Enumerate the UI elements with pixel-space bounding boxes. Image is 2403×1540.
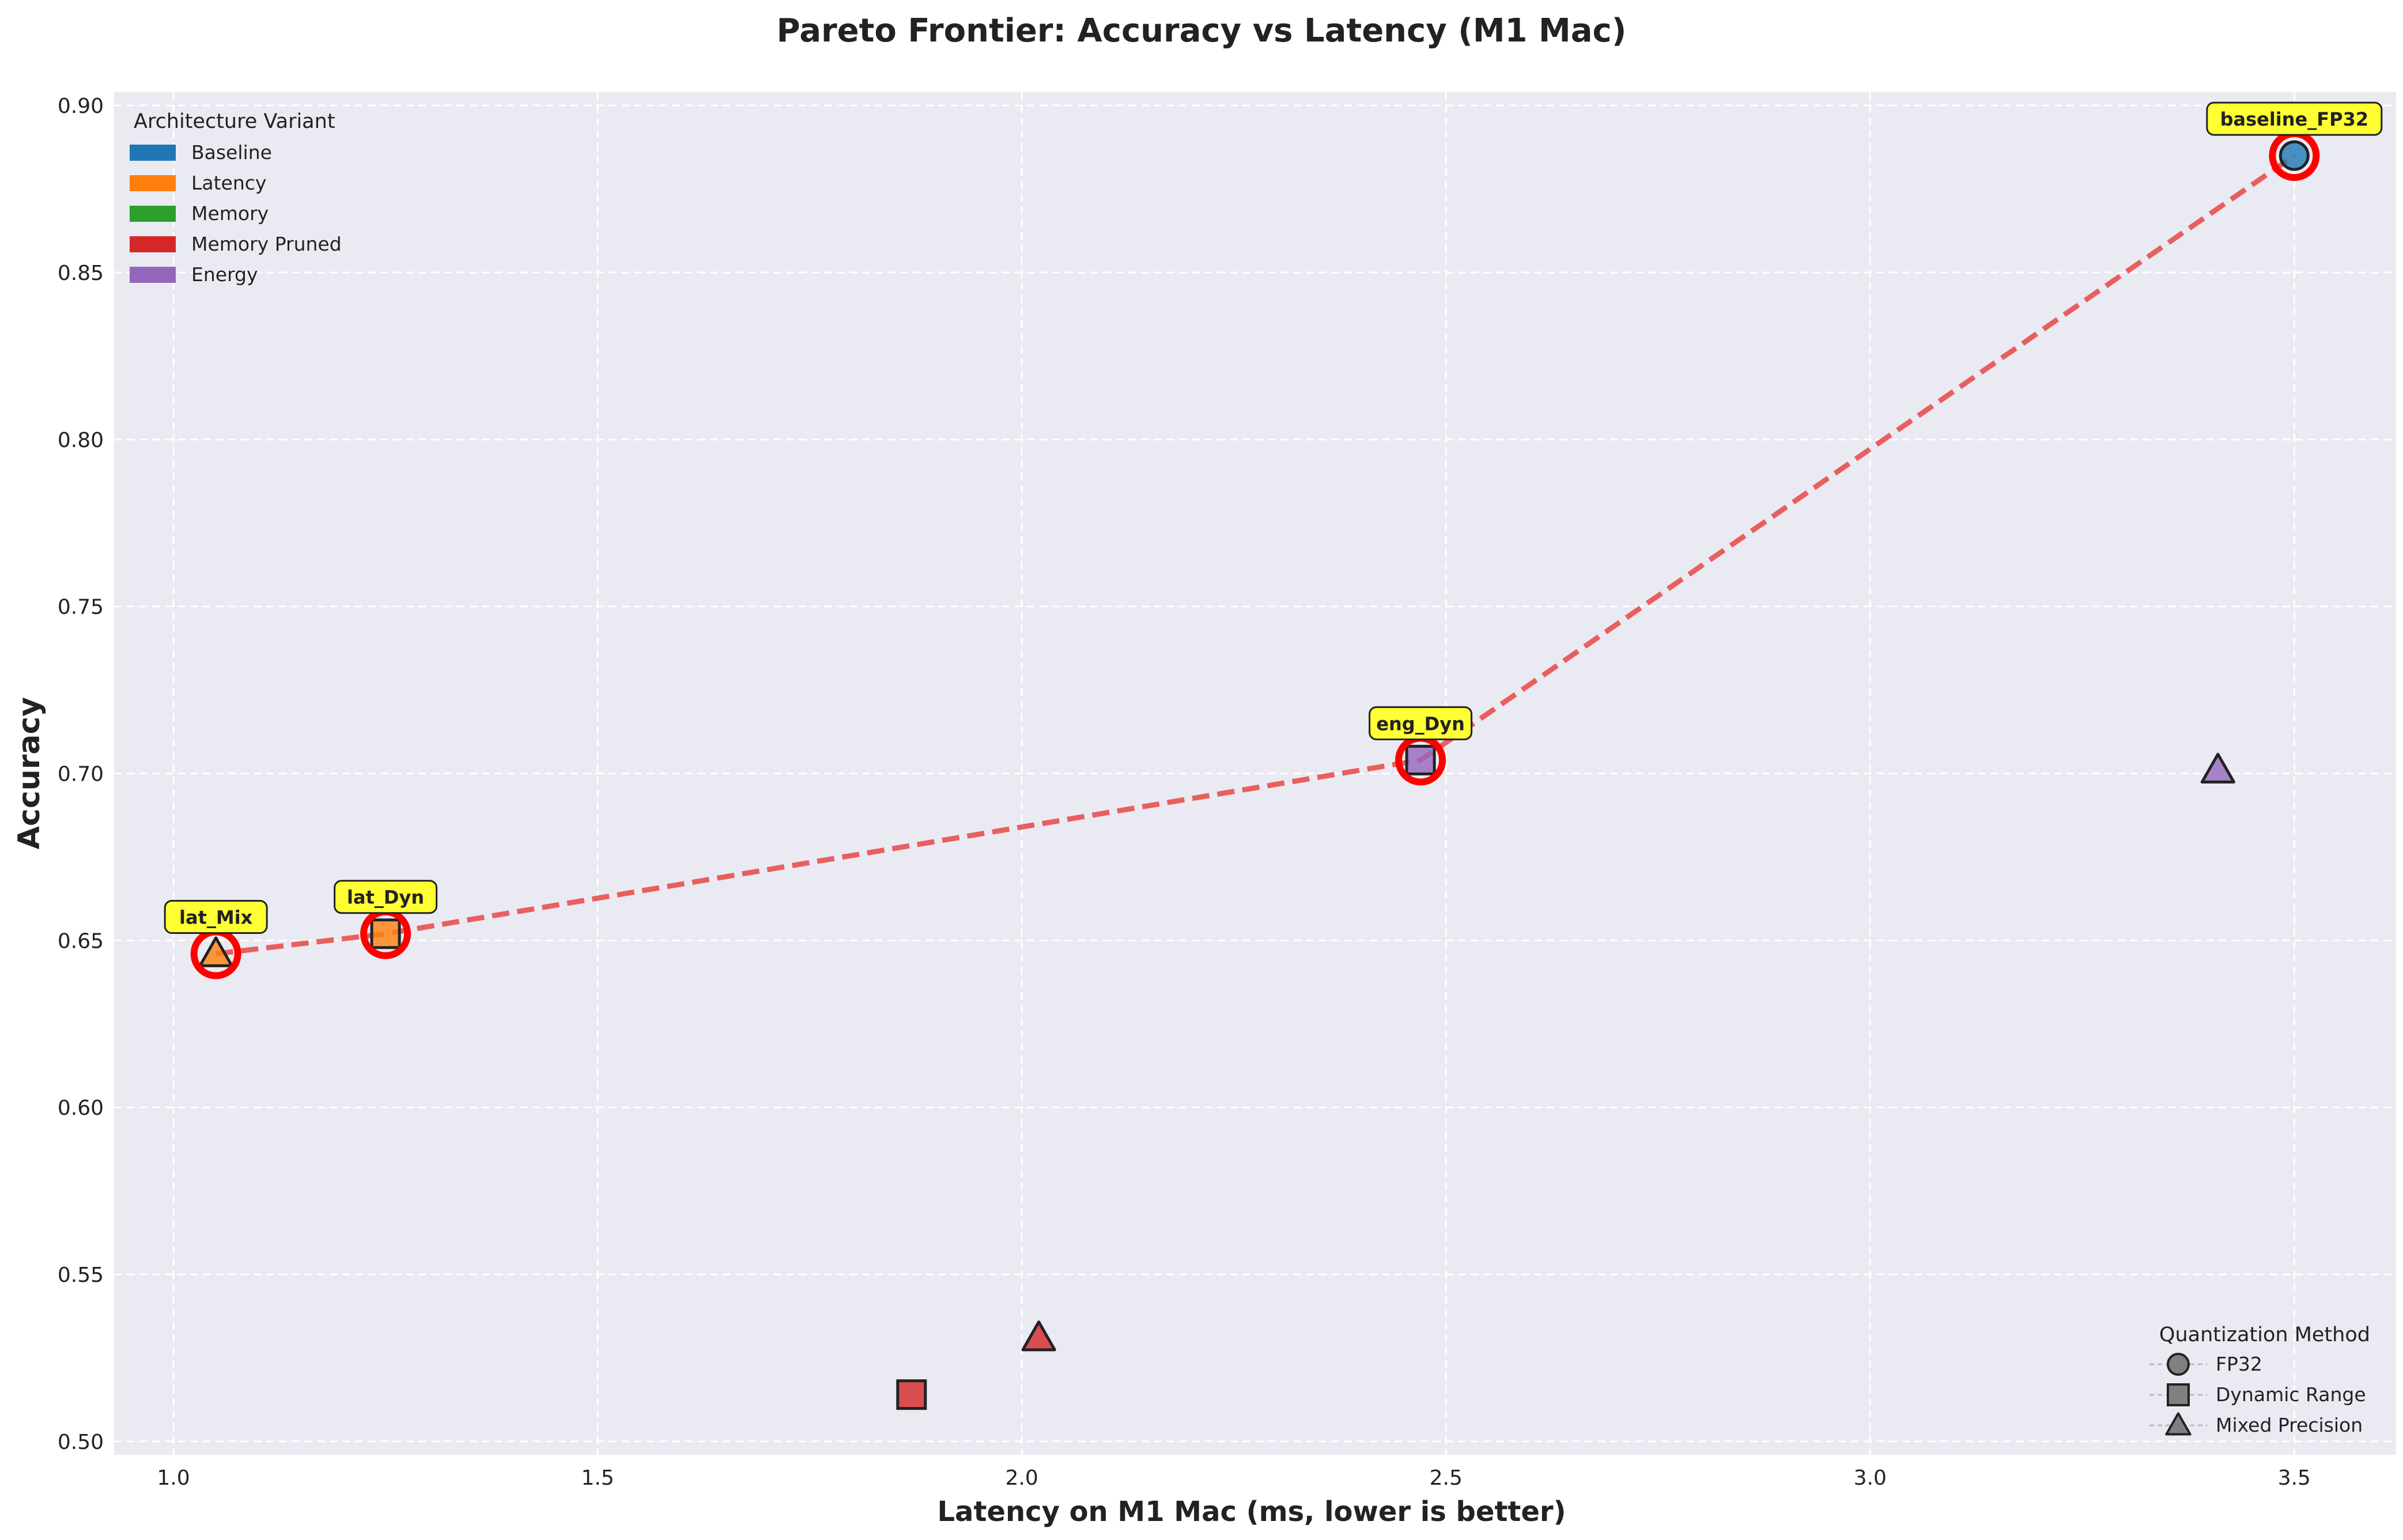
y-tick-label: 0.50 xyxy=(58,1431,104,1454)
legend-variant-title: Architecture Variant xyxy=(134,110,335,133)
y-axis-label: Accuracy xyxy=(12,697,47,849)
x-tick-label: 3.5 xyxy=(2278,1466,2311,1490)
point-label-box xyxy=(1369,706,1473,740)
legend-quantization-method: Quantization Method FP32 Dynamic Range Mix… xyxy=(2149,1323,2370,1436)
point-label-box xyxy=(2206,101,2383,136)
legend-quant-marker-circle xyxy=(2167,1353,2190,1376)
y-tick-label: 0.55 xyxy=(58,1263,104,1287)
y-tick-label: 0.75 xyxy=(58,596,104,619)
y-tick-label: 0.65 xyxy=(58,929,104,953)
data-point-circle xyxy=(2279,140,2310,171)
legend-quant-title: Quantization Method xyxy=(2159,1323,2370,1346)
legend-quant-marker-triangle xyxy=(2165,1412,2192,1436)
data-point-triangle xyxy=(2200,752,2235,784)
x-tick-label: 1.0 xyxy=(157,1466,190,1490)
data-point-square xyxy=(896,1379,927,1410)
point-label-box xyxy=(334,880,438,914)
data-point-triangle xyxy=(198,936,233,967)
legend-variant-label: Memory Pruned xyxy=(191,233,342,255)
legend-variant-swatch xyxy=(130,145,176,161)
point-labels: baseline_FP32 lat_Mix lat_Dyn eng_Dyn xyxy=(164,101,2383,934)
legend-variant-label: Energy xyxy=(191,263,258,286)
y-tick-label: 0.85 xyxy=(58,262,104,285)
point-label-box xyxy=(164,900,268,934)
data-point-square xyxy=(370,918,401,949)
point-label: baseline_FP32 xyxy=(2220,108,2369,130)
legend-architecture-variant: Architecture Variant Baseline Latency Memo… xyxy=(130,110,342,286)
data-point-triangle xyxy=(1021,1320,1056,1352)
data-point-square xyxy=(1405,744,1436,775)
legend-variant-label: Baseline xyxy=(191,141,272,164)
y-tick-label: 0.70 xyxy=(58,763,104,786)
grid-lines xyxy=(114,92,2396,1455)
y-axis-ticks: 0.50 0.55 0.60 0.65 0.70 0.75 0.80 0.85 0.90 xyxy=(58,94,104,1454)
x-axis-label: Latency on M1 Mac (ms, lower is better) xyxy=(937,1496,1566,1528)
legend-variant-swatch xyxy=(130,175,176,191)
legend-variant-label: Latency xyxy=(191,172,266,194)
y-tick-label: 0.60 xyxy=(58,1096,104,1120)
y-tick-label: 0.90 xyxy=(58,94,104,118)
legend-variant-label: Memory xyxy=(191,202,269,225)
pareto-frontier xyxy=(216,153,2296,956)
legend-variant-swatch xyxy=(130,236,176,252)
legend-quant-label: Dynamic Range xyxy=(2216,1383,2366,1406)
legend-variant-swatch xyxy=(130,206,176,222)
x-tick-label: 2.5 xyxy=(1430,1466,1463,1490)
legend-variant-swatch xyxy=(130,267,176,283)
legend-quant-label: Mixed Precision xyxy=(2216,1414,2363,1436)
chart-title: Pareto Frontier: Accuracy vs Latency (M1… xyxy=(777,12,1627,50)
point-label: eng_Dyn xyxy=(1376,713,1465,735)
y-tick-label: 0.80 xyxy=(58,429,104,452)
x-tick-label: 3.0 xyxy=(1854,1466,1887,1490)
x-tick-label: 1.5 xyxy=(581,1466,614,1490)
legend-quant-marker-square xyxy=(2167,1383,2190,1406)
x-axis-ticks: 1.0 1.5 2.0 2.5 3.0 3.5 xyxy=(157,1466,2311,1490)
x-tick-label: 2.0 xyxy=(1006,1466,1038,1490)
point-label: lat_Mix xyxy=(179,907,253,929)
legend-quant-label: FP32 xyxy=(2216,1353,2262,1375)
point-label: lat_Dyn xyxy=(347,887,424,909)
pareto-line xyxy=(216,153,2296,956)
